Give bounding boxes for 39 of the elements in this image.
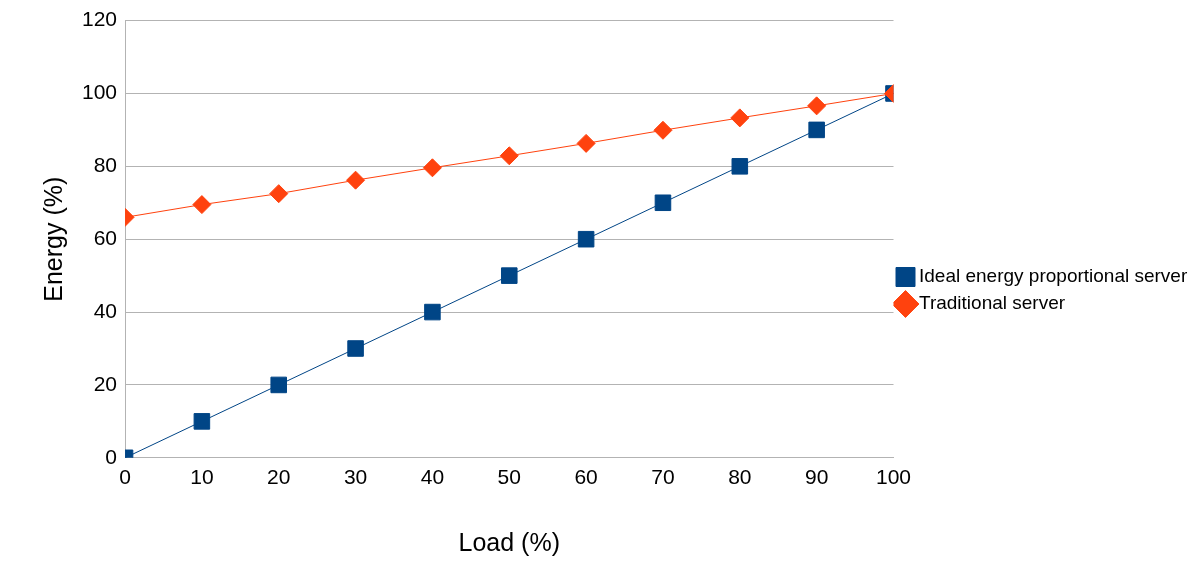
x-tick-label: 50 xyxy=(497,465,521,489)
y-tick-label: 120 xyxy=(81,7,118,31)
point xyxy=(577,230,595,248)
point xyxy=(731,158,749,175)
x-tick-label: 40 xyxy=(420,465,445,489)
point xyxy=(653,120,673,140)
x-tick-label: 30 xyxy=(343,465,368,489)
point xyxy=(654,194,672,212)
y-tick-label: 20 xyxy=(93,371,118,395)
point xyxy=(499,146,519,166)
y-tick-label: 80 xyxy=(93,153,118,177)
y-tick-label: 0 xyxy=(105,444,118,468)
point xyxy=(192,195,212,215)
point xyxy=(270,376,288,394)
legend-label: Ideal energy proportional server xyxy=(919,265,1188,287)
x-tick-label: 100 xyxy=(875,465,912,489)
point xyxy=(807,96,827,116)
x-tick-label: 20 xyxy=(267,465,291,489)
point xyxy=(576,133,596,153)
x-tick-label: 10 xyxy=(190,465,214,489)
y-tick-label: 40 xyxy=(93,298,118,322)
point xyxy=(424,303,441,321)
point xyxy=(730,108,750,128)
legend-label: Traditional server xyxy=(919,292,1066,314)
x-tick-label: 70 xyxy=(651,465,675,489)
point xyxy=(269,184,289,204)
y-axis-title: Energy (%) xyxy=(38,176,67,302)
point xyxy=(808,121,825,139)
point xyxy=(500,267,518,284)
x-axis-title: Load (%) xyxy=(458,527,560,556)
point xyxy=(346,170,366,190)
point xyxy=(347,340,364,357)
x-tick-label: 90 xyxy=(804,465,829,489)
y-tick-label: 100 xyxy=(81,80,118,104)
x-tick-label: 60 xyxy=(574,465,598,489)
y-tick-label: 60 xyxy=(93,226,118,249)
x-tick-label: 80 xyxy=(728,465,752,489)
point xyxy=(422,158,442,178)
point xyxy=(193,413,211,430)
